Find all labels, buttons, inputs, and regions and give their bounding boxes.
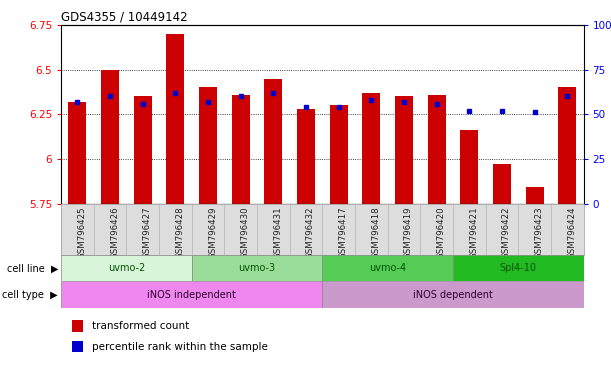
Bar bbox=[192, 255, 323, 281]
Text: GSM796424: GSM796424 bbox=[567, 206, 576, 259]
Text: cell type  ▶: cell type ▶ bbox=[2, 290, 58, 300]
Text: GSM796430: GSM796430 bbox=[241, 206, 250, 259]
Text: GSM796432: GSM796432 bbox=[306, 206, 315, 259]
Text: GSM796426: GSM796426 bbox=[110, 206, 119, 259]
Bar bbox=[134, 96, 152, 204]
Bar bbox=[558, 88, 576, 204]
Bar bbox=[330, 105, 348, 204]
Bar bbox=[61, 255, 192, 281]
Text: GDS4355 / 10449142: GDS4355 / 10449142 bbox=[61, 11, 188, 24]
Text: GSM796423: GSM796423 bbox=[535, 206, 544, 259]
Text: cell line  ▶: cell line ▶ bbox=[7, 263, 58, 273]
Bar bbox=[199, 88, 217, 204]
Text: transformed count: transformed count bbox=[92, 321, 189, 331]
Bar bbox=[323, 281, 584, 308]
Bar bbox=[525, 187, 544, 204]
Bar bbox=[265, 78, 282, 204]
Bar bbox=[71, 320, 83, 332]
Text: GSM796418: GSM796418 bbox=[371, 206, 380, 259]
Bar bbox=[362, 93, 380, 204]
Text: GSM796422: GSM796422 bbox=[502, 206, 511, 259]
Text: percentile rank within the sample: percentile rank within the sample bbox=[92, 341, 268, 351]
Text: GSM796431: GSM796431 bbox=[273, 206, 282, 259]
Bar bbox=[297, 109, 315, 204]
Bar bbox=[460, 130, 478, 204]
Text: uvmo-2: uvmo-2 bbox=[108, 263, 145, 273]
Bar bbox=[71, 341, 83, 353]
Bar bbox=[428, 94, 445, 204]
Bar bbox=[68, 102, 86, 204]
Bar bbox=[395, 96, 413, 204]
Text: GSM796425: GSM796425 bbox=[78, 206, 86, 259]
Text: GSM796417: GSM796417 bbox=[338, 206, 348, 259]
Text: GSM796428: GSM796428 bbox=[175, 206, 185, 259]
Bar bbox=[232, 94, 250, 204]
Bar bbox=[101, 70, 119, 204]
Bar bbox=[323, 255, 453, 281]
Text: Spl4-10: Spl4-10 bbox=[500, 263, 536, 273]
Text: GSM796429: GSM796429 bbox=[208, 206, 217, 258]
Bar bbox=[453, 255, 584, 281]
Bar bbox=[61, 281, 323, 308]
Text: uvmo-3: uvmo-3 bbox=[238, 263, 276, 273]
Text: iNOS dependent: iNOS dependent bbox=[413, 290, 493, 300]
Bar bbox=[493, 164, 511, 204]
Text: GSM796419: GSM796419 bbox=[404, 206, 413, 258]
Text: uvmo-4: uvmo-4 bbox=[369, 263, 406, 273]
Text: GSM796421: GSM796421 bbox=[469, 206, 478, 259]
Text: GSM796420: GSM796420 bbox=[437, 206, 445, 259]
Bar bbox=[166, 34, 185, 204]
Text: iNOS independent: iNOS independent bbox=[147, 290, 236, 300]
Text: GSM796427: GSM796427 bbox=[143, 206, 152, 259]
